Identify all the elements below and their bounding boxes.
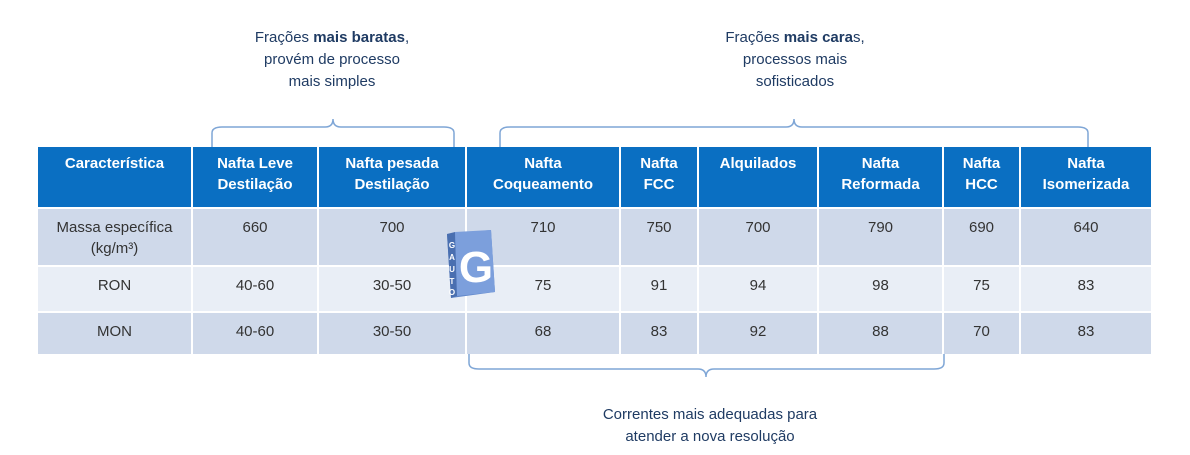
header-row: Característica Nafta Leve Destilação Naft… (38, 147, 1151, 208)
table-cell: 91 (620, 265, 699, 312)
table-cell: 94 (698, 265, 819, 312)
svg-text:G: G (449, 241, 455, 250)
table-row-mon: MON 40-60 30-50 68 83 92 88 70 83 (38, 311, 1151, 354)
header-alkylates: Alquilados (698, 147, 819, 208)
svg-text:G: G (459, 243, 493, 292)
table-cell: 40-60 (192, 311, 319, 354)
table-cell: 700 (698, 207, 819, 266)
table-cell: 83 (620, 311, 699, 354)
header-light-naphtha: Nafta Leve Destilação (192, 147, 319, 208)
table-cell: 92 (698, 311, 819, 354)
annotation-cheaper-fractions: Frações mais baratas, provém de processo… (254, 29, 410, 90)
brace-left (211, 118, 455, 147)
row-label: MON (38, 311, 193, 354)
svg-text:U: U (449, 265, 455, 274)
table-cell: 30-50 (318, 265, 467, 312)
row-label: Massa específica (kg/m³) (38, 207, 193, 266)
annotation-expensive-fractions: Frações mais caras, processos mais sofis… (725, 29, 865, 90)
table-cell: 68 (466, 311, 621, 354)
table-row-ron: RON 40-60 30-50 75 91 94 98 75 83 (38, 265, 1151, 312)
table-cell: 700 (318, 207, 467, 266)
row-label: RON (38, 265, 193, 312)
header-isomerized-naphtha: Nafta Isomerizada (1020, 147, 1151, 208)
header-hcc-naphtha: Nafta HCC (943, 147, 1021, 208)
table-cell: 70 (943, 311, 1021, 354)
table-cell: 640 (1020, 207, 1151, 266)
gauto-logo: G A U T O G (447, 230, 495, 298)
table-cell: 40-60 (192, 265, 319, 312)
table-cell: 88 (818, 311, 944, 354)
header-coker-naphtha: Nafta Coqueamento (466, 147, 621, 208)
table-cell: 75 (943, 265, 1021, 312)
table-cell: 83 (1020, 311, 1151, 354)
brace-right (499, 118, 1089, 147)
table-cell: 750 (620, 207, 699, 266)
header-characteristic: Característica (38, 147, 193, 208)
header-fcc-naphtha: Nafta FCC (620, 147, 699, 208)
header-heavy-naphtha: Nafta pesada Destilação (318, 147, 467, 208)
table-cell: 790 (818, 207, 944, 266)
table-cell: 98 (818, 265, 944, 312)
header-reformed-naphtha: Nafta Reformada (818, 147, 944, 208)
svg-text:T: T (450, 277, 455, 286)
table-cell: 30-50 (318, 311, 467, 354)
table-row-density: Massa específica (kg/m³) 660 700 710 750 … (38, 207, 1151, 266)
table-cell: 690 (943, 207, 1021, 266)
svg-text:A: A (449, 253, 455, 262)
table-cell: 83 (1020, 265, 1151, 312)
svg-text:O: O (449, 288, 455, 297)
naphtha-properties-table: Característica Nafta Leve Destilação Naft… (38, 147, 1151, 354)
annotation-suitable-streams: Correntes mais adequadas para atender a … (602, 406, 818, 445)
brace-bottom (468, 349, 945, 378)
table-cell: 660 (192, 207, 319, 266)
